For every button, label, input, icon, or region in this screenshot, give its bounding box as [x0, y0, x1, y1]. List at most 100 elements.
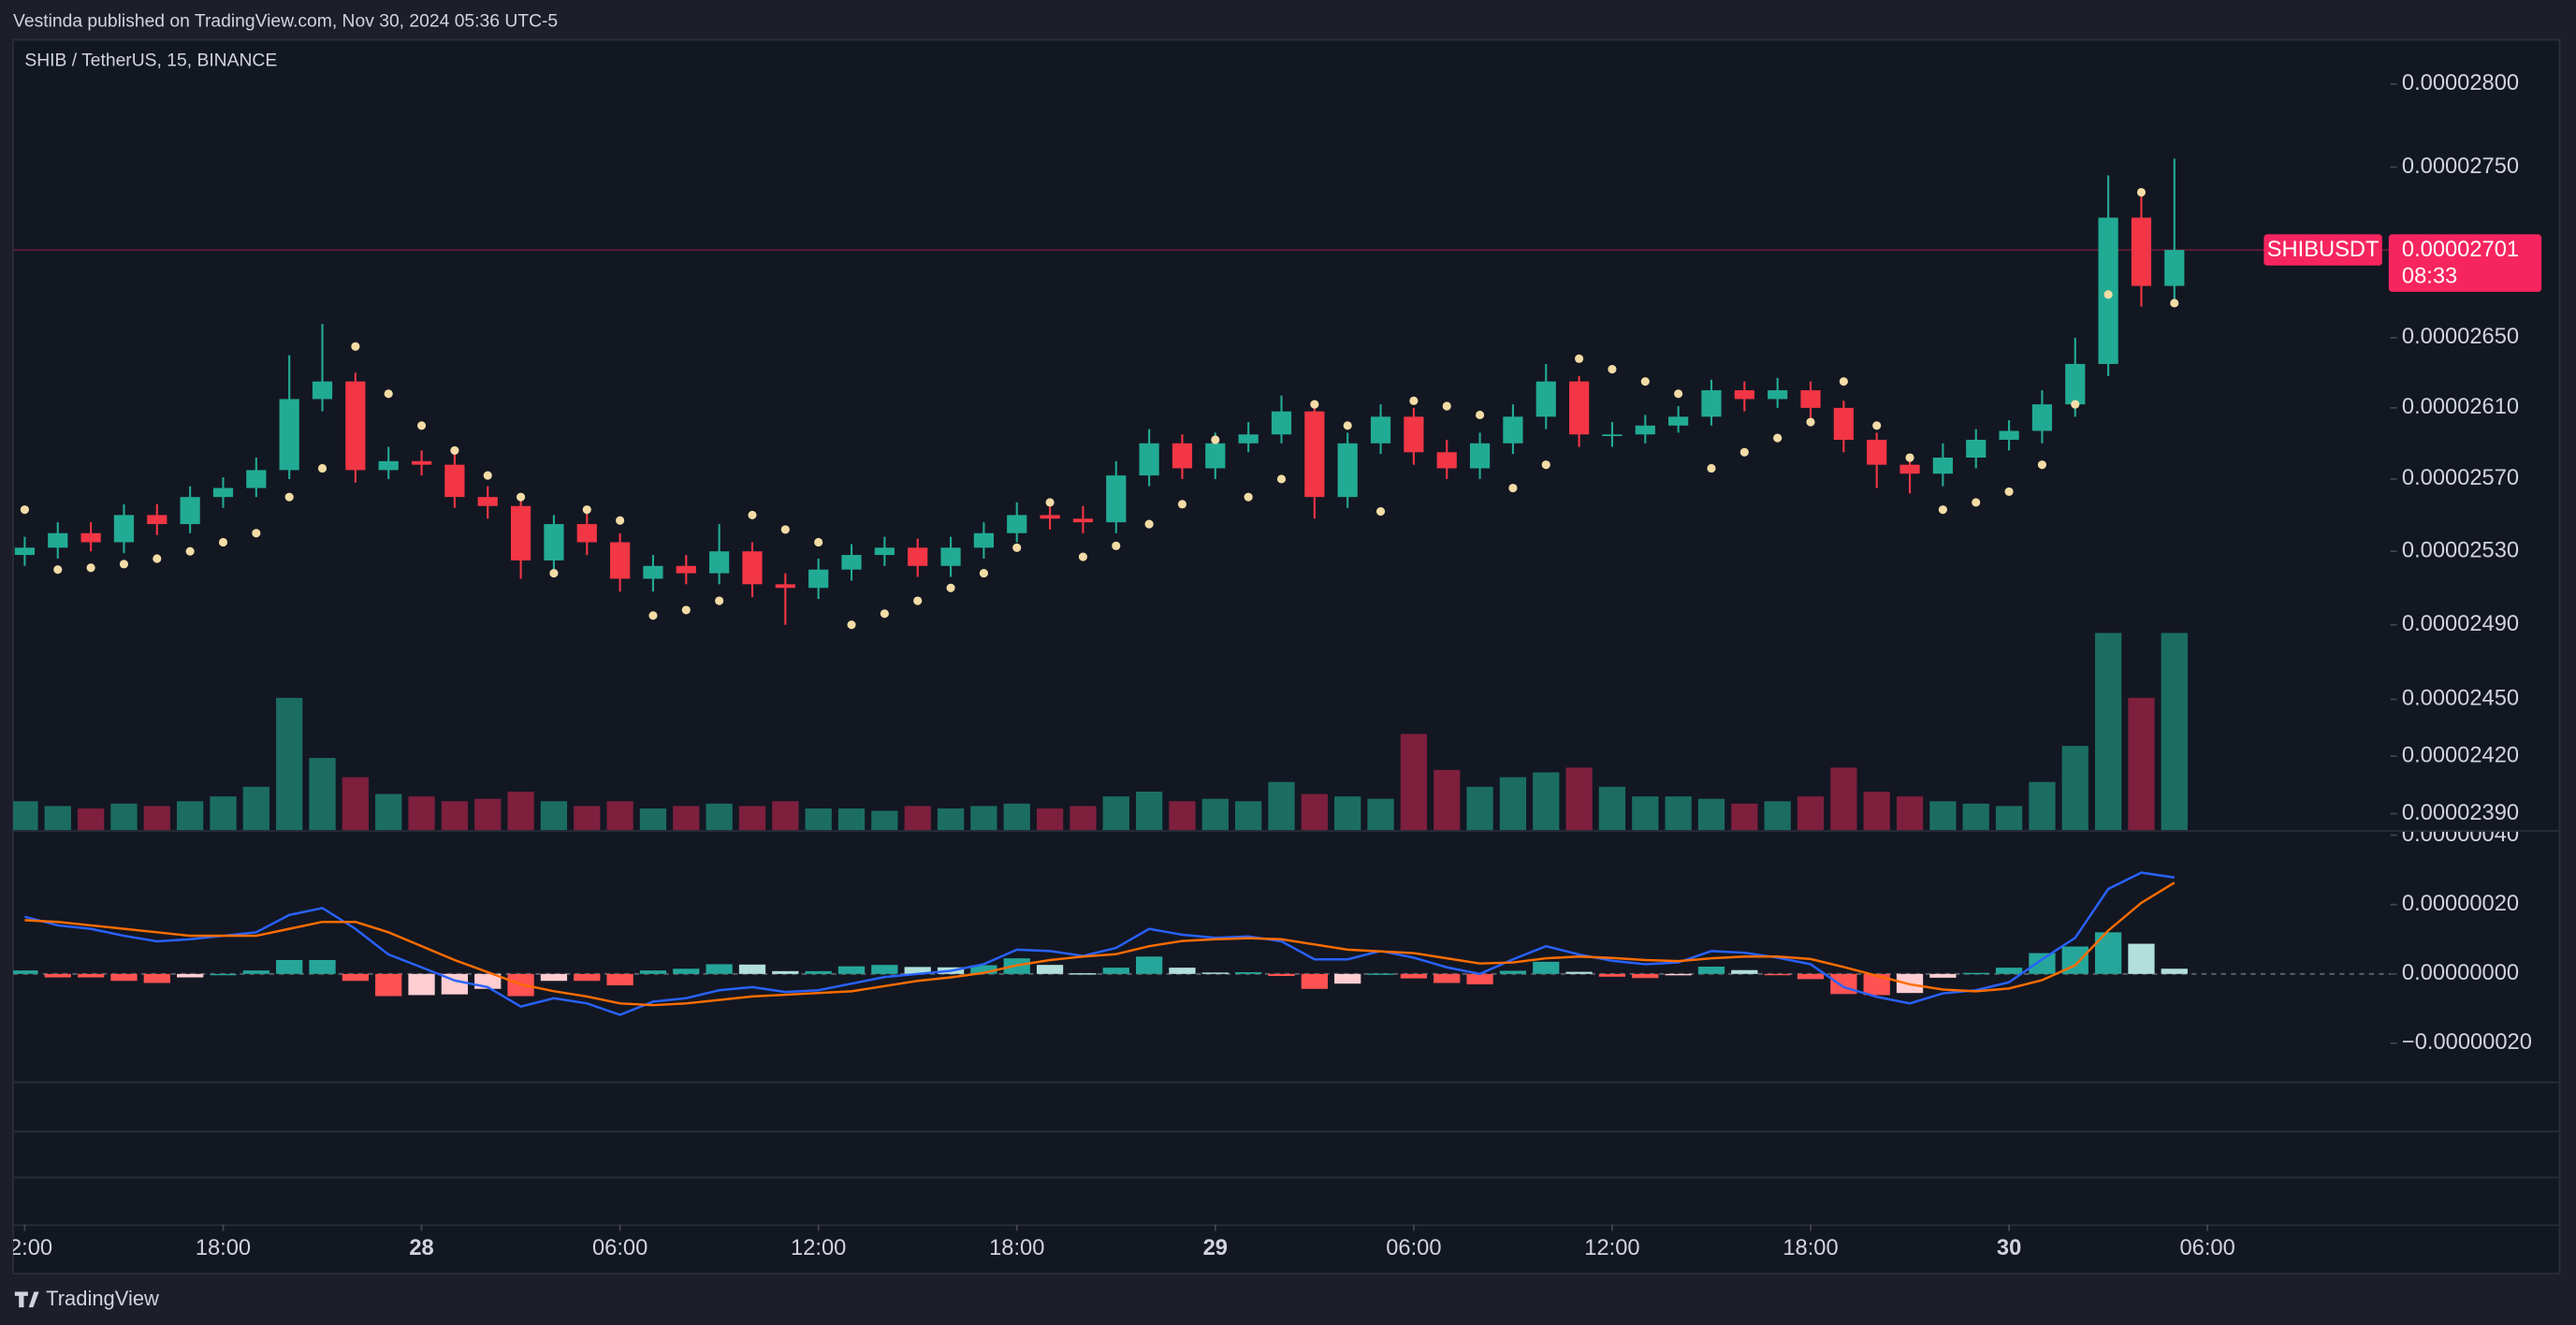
candle-body — [212, 488, 234, 498]
macd-histogram-bar — [2094, 932, 2122, 974]
sar-dot — [20, 505, 29, 515]
sar-dot — [1112, 541, 1121, 550]
volume-bar — [1995, 806, 2023, 831]
macd-histogram-bar — [606, 973, 633, 986]
macd-histogram-bar — [2029, 953, 2056, 974]
volume-bar — [210, 796, 237, 831]
candle-body — [1899, 464, 1920, 474]
sar-dot — [1144, 519, 1154, 529]
volume-bar — [606, 801, 633, 831]
sar-dot — [252, 529, 261, 538]
x-tick-label: 30 — [1997, 1236, 2021, 1260]
macd-histogram-bar — [1268, 973, 1295, 977]
volume-bar — [1896, 796, 1924, 831]
macd-histogram-bar — [871, 965, 898, 974]
macd-histogram-bar — [1201, 972, 1229, 974]
macd-histogram-bar — [143, 973, 170, 983]
volume-bar — [871, 810, 898, 831]
volume-bar — [1929, 801, 1957, 831]
volume-bar — [242, 786, 269, 831]
macd-histogram-bar — [44, 973, 71, 978]
candle-body — [1370, 416, 1391, 444]
y-tick-label: 0.00002450 — [2402, 687, 2519, 711]
volume-bar — [1268, 781, 1295, 831]
macd-histogram-bar — [1731, 969, 1758, 974]
volume-bar — [904, 806, 931, 831]
sar-dot — [648, 611, 658, 620]
macd-histogram-bar — [1070, 973, 1097, 975]
candle-body — [378, 460, 399, 471]
macd-histogram-bar — [1400, 973, 1428, 979]
sar-dot — [517, 492, 526, 502]
y-tick-label: 0.00000000 — [2402, 961, 2519, 985]
macd-histogram-bar — [574, 973, 601, 982]
candle-body — [544, 524, 564, 561]
sar-dot — [2004, 487, 2014, 496]
candle-body — [610, 542, 631, 579]
candle-body — [1106, 475, 1127, 523]
sar-dot — [153, 554, 162, 563]
candle-body — [180, 497, 200, 525]
volume-bar — [44, 806, 71, 831]
macd-histogram-bar — [177, 973, 204, 978]
candle-body — [312, 381, 333, 400]
macd-histogram-bar — [210, 973, 237, 976]
candle-body — [1701, 390, 1722, 417]
sar-dot — [1972, 498, 1981, 507]
volume-bar — [1797, 796, 1825, 831]
candle-body — [643, 565, 663, 579]
y-tick-label: −0.00000020 — [2402, 1030, 2532, 1055]
sar-dot — [1839, 377, 1848, 386]
x-tick-label: 06:00 — [592, 1236, 648, 1260]
candle-body — [2164, 250, 2185, 286]
signal-line — [24, 881, 2176, 1007]
sar-dot — [284, 492, 294, 502]
candle-body — [2131, 217, 2152, 286]
sar-dot — [1905, 453, 1914, 462]
candle-body — [940, 547, 961, 566]
y-tick-label: 0.00002530 — [2402, 538, 2519, 562]
volume-bar — [1102, 796, 1129, 831]
sar-dot — [1343, 421, 1352, 430]
x-tick-label: 29 — [1203, 1236, 1228, 1260]
x-tick-label: 28 — [409, 1236, 433, 1260]
macd-histogram-bar — [1434, 973, 1461, 983]
candle-body — [1205, 443, 1226, 469]
volume-bar — [1466, 786, 1493, 831]
sar-dot — [913, 596, 923, 605]
volume-bar — [805, 808, 832, 831]
volume-bar — [1533, 772, 1560, 831]
sar-dot — [1707, 463, 1716, 473]
y-tick-label: 0.00002390 — [2402, 801, 2519, 825]
volume-bar — [2161, 633, 2188, 831]
macd-histogram-bar — [1565, 971, 1593, 974]
macd-histogram-bar — [1665, 973, 1692, 976]
sar-dot — [1244, 492, 1253, 502]
macd-histogram-bar — [1169, 968, 1196, 974]
countdown-label: 08:33 — [2402, 264, 2457, 288]
macd-histogram-bar — [242, 970, 269, 974]
macd-histogram-bar — [342, 973, 369, 982]
candle-body — [1503, 416, 1523, 444]
x-tick-label: 12:00 — [0, 1236, 52, 1260]
volume-bar — [772, 801, 799, 831]
candle-body — [1668, 416, 1689, 426]
y-tick-label: 0.00002750 — [2402, 154, 2519, 179]
volume-bar — [540, 801, 568, 831]
macd-histogram-bar — [1135, 956, 1163, 974]
candle-body — [973, 532, 995, 548]
candle-body — [147, 515, 167, 525]
volume-bar — [837, 808, 866, 831]
candle-body — [576, 524, 597, 543]
sar-dot — [1211, 435, 1220, 444]
volume-bar — [937, 808, 965, 831]
macd-histogram-bar — [639, 970, 667, 974]
candle-body — [279, 399, 299, 471]
sar-dot — [880, 609, 889, 619]
macd-histogram-bar — [1697, 967, 1725, 974]
volume-bar — [1565, 767, 1593, 831]
sar-dot — [1375, 506, 1386, 517]
sar-dot — [1409, 396, 1419, 405]
y-tick-label: 0.00002610 — [2402, 395, 2519, 419]
